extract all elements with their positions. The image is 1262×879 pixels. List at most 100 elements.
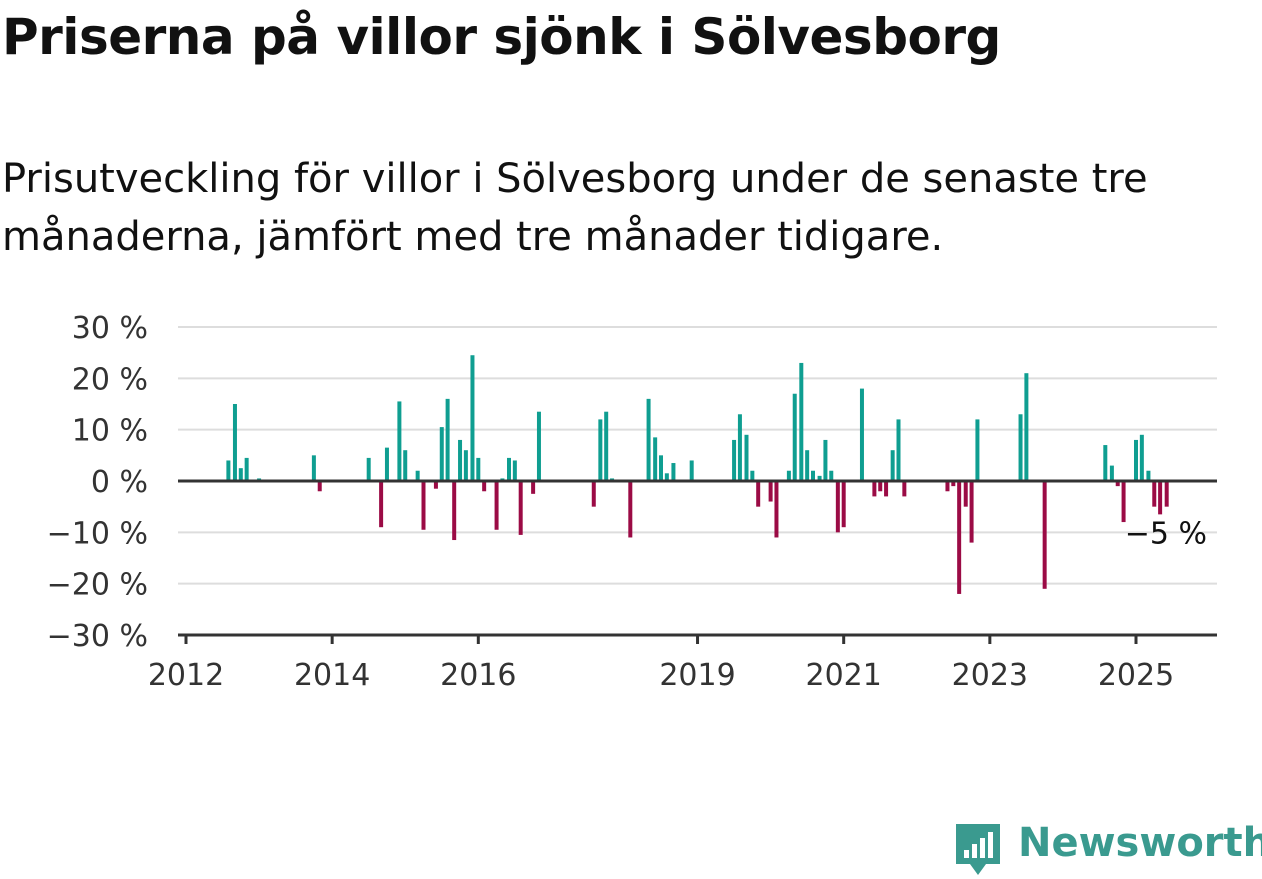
bar <box>902 481 907 497</box>
bar <box>1018 414 1023 481</box>
bar <box>835 481 840 533</box>
bar <box>951 481 956 487</box>
bar <box>604 411 609 481</box>
bar <box>536 411 541 481</box>
newsworthy-bar-chart-icon <box>956 824 1000 875</box>
bar <box>817 475 822 481</box>
bar <box>421 481 426 530</box>
bar <box>878 481 883 492</box>
x-tick-label: 2019 <box>659 658 735 693</box>
gridlines <box>178 326 1217 585</box>
chart-title: Priserna på villor sjönk i Sölvesborg <box>2 8 1001 66</box>
bar <box>512 460 517 481</box>
bar <box>786 470 791 481</box>
y-tick-label: 30 % <box>72 311 148 346</box>
y-tick-label: −30 % <box>47 619 148 654</box>
y-tick-label: 10 % <box>72 414 148 449</box>
bar <box>896 419 901 481</box>
x-tick-label: 2014 <box>294 658 370 693</box>
bar <box>379 481 384 528</box>
bar <box>232 404 237 481</box>
bar <box>507 457 511 481</box>
bar <box>397 401 402 481</box>
bar <box>792 393 797 481</box>
bar <box>1121 481 1126 523</box>
newsworthy-wordmark: Newsworthy <box>1018 820 1262 866</box>
bar <box>531 481 536 494</box>
bar <box>957 481 962 594</box>
bar <box>1152 481 1157 507</box>
bar <box>433 481 438 489</box>
bar <box>317 481 322 492</box>
bar <box>470 355 475 481</box>
bar <box>664 473 669 481</box>
bar <box>476 457 481 481</box>
bar <box>482 481 487 492</box>
bar <box>689 460 694 481</box>
bar <box>1115 481 1120 487</box>
bar <box>744 434 749 481</box>
bar <box>1139 434 1144 481</box>
bar <box>671 463 676 481</box>
bar <box>975 419 980 481</box>
bar <box>750 470 755 481</box>
bar <box>598 419 603 481</box>
bar <box>1103 445 1108 481</box>
bar <box>659 455 663 481</box>
bar <box>403 450 408 481</box>
bar <box>890 450 895 481</box>
bar <box>628 481 633 538</box>
bar <box>518 481 523 535</box>
bar <box>415 470 420 481</box>
bar <box>463 450 468 481</box>
bar <box>646 398 651 481</box>
bar <box>591 481 596 507</box>
bar <box>774 481 779 538</box>
bar <box>452 481 457 541</box>
bar <box>829 470 834 481</box>
axes <box>178 479 1217 644</box>
bar <box>805 450 810 481</box>
bar <box>768 481 773 502</box>
bar <box>244 457 249 481</box>
bar <box>872 481 877 497</box>
x-tick-label: 2012 <box>148 658 224 693</box>
bar <box>1158 481 1163 515</box>
x-tick-label: 2025 <box>1098 658 1174 693</box>
y-tick-label: −20 % <box>47 568 148 603</box>
bar <box>226 460 231 481</box>
bar <box>366 457 371 481</box>
bar <box>653 437 658 481</box>
bar <box>969 481 974 543</box>
bar <box>756 481 761 507</box>
bar <box>1146 470 1151 481</box>
bar <box>811 470 815 481</box>
bar <box>963 481 968 507</box>
y-tick-label: 20 % <box>72 362 148 397</box>
bar <box>884 481 889 497</box>
bar <box>1134 439 1138 481</box>
bar <box>799 362 804 481</box>
bar <box>945 481 950 492</box>
labels: 30 % 20 % 10 % 0 % −10 % −20 % −30 %2012 2014 20… <box>47 311 1207 693</box>
bar <box>732 439 737 481</box>
bars <box>226 355 1169 594</box>
newsworthy-logo: Newsworthy <box>948 816 1262 876</box>
bar <box>439 427 444 481</box>
bar <box>859 388 864 481</box>
x-tick-label: 2016 <box>440 658 516 693</box>
chart-subtitle: Prisutveckling för villor i Sölvesborg u… <box>2 156 1148 260</box>
bar <box>1024 373 1029 481</box>
bar <box>458 439 463 481</box>
bar <box>1109 465 1114 481</box>
bar <box>823 439 828 481</box>
bar <box>384 447 389 481</box>
bar <box>1042 481 1047 589</box>
x-tick-label: 2023 <box>952 658 1028 693</box>
bar <box>1164 481 1169 507</box>
x-tick-label: 2021 <box>806 658 882 693</box>
bar <box>494 481 499 530</box>
last-value-label: −5 % <box>1125 517 1207 552</box>
bar <box>737 414 742 481</box>
bar <box>311 455 316 481</box>
